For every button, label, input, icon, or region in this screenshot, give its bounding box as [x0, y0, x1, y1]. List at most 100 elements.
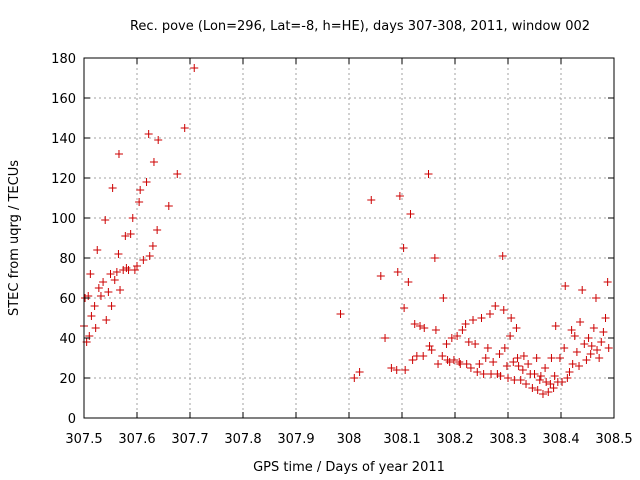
- data-point: [355, 368, 364, 376]
- data-point: [502, 362, 511, 370]
- data-point: [93, 246, 102, 254]
- data-point: [533, 386, 542, 394]
- data-point: [565, 368, 574, 376]
- data-point: [86, 270, 95, 278]
- data-point: [591, 294, 600, 302]
- data-point: [101, 216, 110, 224]
- data-point: [546, 380, 555, 388]
- data-point: [584, 334, 593, 342]
- x-tick-label: 308.3: [489, 432, 526, 447]
- data-point: [587, 342, 596, 350]
- data-point: [570, 332, 579, 340]
- data-point: [516, 376, 525, 384]
- data-point: [481, 354, 490, 362]
- data-point: [367, 196, 376, 204]
- x-tick-label: 307.6: [118, 432, 155, 447]
- data-point: [464, 338, 473, 346]
- data-point: [506, 332, 515, 340]
- y-tick-label: 80: [59, 252, 76, 267]
- data-point: [507, 314, 516, 322]
- data-point: [102, 316, 111, 324]
- data-point: [114, 150, 123, 158]
- data-point: [575, 362, 584, 370]
- data-point: [512, 324, 521, 332]
- x-tick-label: 307.7: [171, 432, 208, 447]
- data-point: [449, 356, 458, 364]
- data-point: [399, 244, 408, 252]
- data-point: [458, 326, 467, 334]
- data-point: [561, 282, 570, 290]
- data-point: [597, 338, 606, 346]
- y-tick-label: 100: [51, 212, 76, 227]
- x-tick-label: 307.8: [224, 432, 261, 447]
- data-point: [153, 226, 162, 234]
- data-point: [149, 158, 158, 166]
- data-point: [87, 312, 96, 320]
- data-point: [85, 332, 94, 340]
- data-point: [434, 360, 443, 368]
- data-point: [462, 360, 471, 368]
- data-point: [528, 384, 537, 392]
- data-point: [532, 354, 541, 362]
- data-point: [563, 374, 572, 382]
- data-point: [410, 320, 419, 328]
- data-point: [491, 302, 500, 310]
- data-point: [500, 344, 509, 352]
- data-point: [558, 378, 567, 386]
- data-point: [427, 346, 436, 354]
- data-point: [473, 368, 482, 376]
- axis-ticks: 307.5 307.6 307.7 307.8 307.9 308 308.1 308.2 30…: [51, 52, 632, 447]
- data-point: [496, 372, 505, 380]
- data-point: [567, 326, 576, 334]
- data-point: [139, 256, 148, 264]
- data-point: [128, 214, 137, 222]
- data-point: [595, 354, 604, 362]
- data-point: [477, 314, 486, 322]
- data-point: [393, 268, 402, 276]
- data-point: [148, 242, 157, 250]
- data-point: [519, 352, 528, 360]
- data-point: [536, 372, 545, 380]
- data-point: [479, 370, 488, 378]
- chart-title: Rec. pove (Lon=296, Lat=-8, h=HE), days …: [130, 19, 590, 34]
- data-point: [424, 170, 433, 178]
- data-point: [524, 360, 533, 368]
- data-point: [498, 252, 507, 260]
- data-point: [576, 318, 585, 326]
- data-point: [514, 362, 523, 370]
- y-tick-label: 160: [51, 92, 76, 107]
- data-point: [104, 288, 113, 296]
- data-point: [572, 348, 581, 356]
- data-point: [99, 278, 108, 286]
- data-point: [509, 358, 518, 366]
- data-point: [106, 270, 115, 278]
- data-point: [522, 380, 531, 388]
- data-point: [453, 332, 462, 340]
- data-point: [401, 366, 410, 374]
- data-point: [504, 374, 512, 382]
- data-point: [350, 374, 359, 382]
- data-point: [430, 254, 439, 262]
- data-point: [535, 376, 544, 384]
- data-point: [420, 324, 429, 332]
- data-point: [114, 250, 123, 258]
- data-point: [107, 302, 116, 310]
- data-point: [110, 276, 119, 284]
- y-tick-label: 120: [51, 172, 76, 187]
- data-point: [404, 278, 413, 286]
- data-point: [121, 232, 130, 240]
- data-point: [555, 354, 564, 362]
- data-point: [408, 356, 417, 364]
- data-point: [387, 364, 396, 372]
- x-tick-label: 308.1: [383, 432, 420, 447]
- data-point: [582, 356, 591, 364]
- data-point: [425, 342, 434, 350]
- data-point: [406, 210, 415, 218]
- data-point: [475, 360, 484, 368]
- data-point: [180, 124, 189, 132]
- data-point: [541, 364, 550, 372]
- data-point: [466, 364, 475, 372]
- data-point: [447, 334, 456, 342]
- data-point: [455, 358, 464, 366]
